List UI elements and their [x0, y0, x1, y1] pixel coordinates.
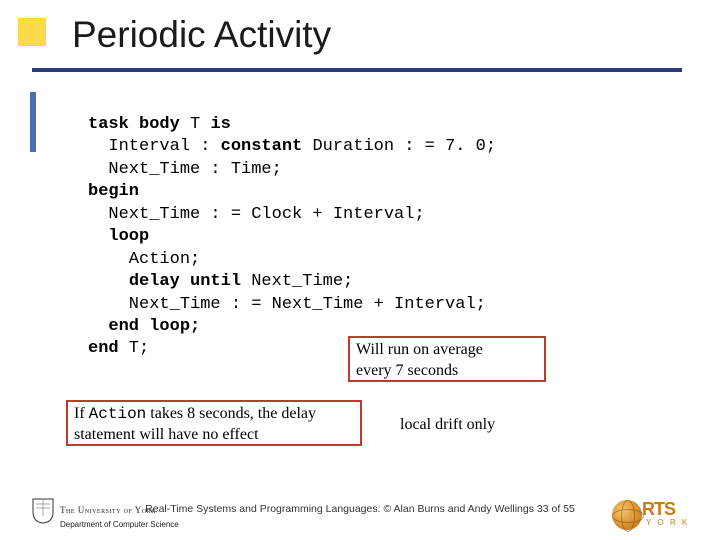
rts-york-logo: RTS Y O R K [612, 498, 696, 532]
kw-loop: loop [88, 227, 149, 246]
title-underline [32, 68, 682, 72]
york-title-text: The University of York [60, 505, 156, 515]
callout2-line2: statement will have no effect [74, 426, 259, 443]
rts-york-label: Y O R K [646, 518, 689, 527]
globe-icon [612, 500, 642, 530]
callout2-mono: Action [89, 405, 147, 423]
kw-end-loop: end loop; [88, 317, 200, 336]
callout-action-delay: If Action takes 8 seconds, the delay sta… [66, 400, 362, 446]
kw-begin: begin [88, 182, 139, 201]
accent-vertical-line [30, 92, 36, 152]
york-dept-text: Department of Computer Science [60, 520, 179, 529]
kw-is: is [210, 115, 230, 134]
university-of-york-logo: The University of York Department of Com… [32, 498, 192, 536]
york-shield-icon [32, 498, 54, 524]
rts-label: RTS [642, 499, 675, 520]
accent-square [18, 18, 46, 46]
kw-constant: constant [221, 137, 303, 156]
code-block: task body T is Interval : constant Durat… [88, 114, 496, 361]
kw-task-body: task body [88, 115, 180, 134]
kw-end: end [88, 339, 119, 358]
callout1-line2: every 7 seconds [356, 362, 458, 379]
callout-average-run: Will run on average every 7 seconds [348, 336, 546, 382]
footer: Real-Time Systems and Programming Langua… [0, 485, 720, 540]
callout1-line1: Will run on average [356, 341, 483, 358]
callout-local-drift: local drift only [400, 416, 495, 434]
kw-delay-until: delay until [129, 272, 241, 291]
slide-title: Periodic Activity [72, 14, 331, 56]
